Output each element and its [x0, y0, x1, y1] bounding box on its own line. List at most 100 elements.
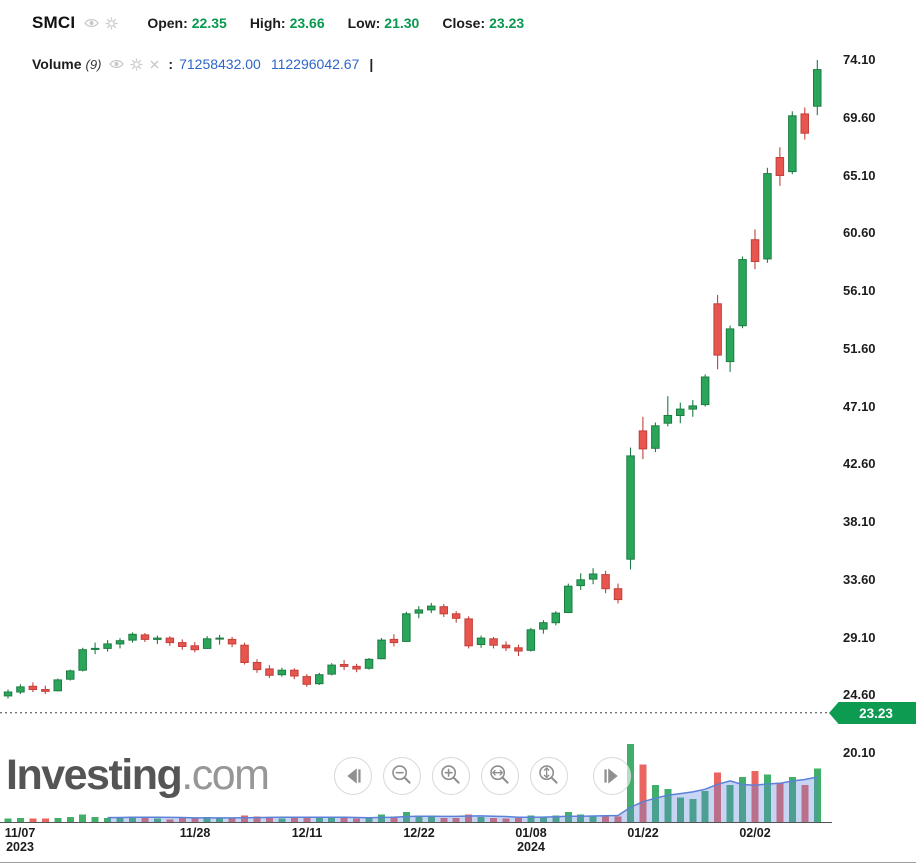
zoom-vertical-button[interactable] — [530, 757, 568, 795]
volume-bar — [676, 797, 684, 822]
volume-bar — [66, 817, 74, 822]
volume-bar — [166, 819, 174, 822]
candle-body — [427, 605, 436, 611]
price-tick-label: 20.10 — [843, 745, 876, 760]
pan-left-button[interactable] — [334, 757, 372, 795]
candle-body — [788, 115, 797, 173]
volume-bar — [589, 815, 597, 822]
candle-body — [476, 637, 486, 645]
volume-bar — [714, 772, 722, 822]
gear-icon[interactable] — [105, 16, 118, 30]
volume-bar — [577, 814, 585, 822]
eye-icon[interactable] — [109, 58, 125, 70]
candle-body — [140, 634, 150, 640]
volume-bar — [726, 785, 734, 822]
volume-bar — [639, 764, 647, 822]
candle-body — [414, 609, 424, 614]
candle-body — [539, 622, 548, 630]
volume-bar — [216, 817, 224, 822]
volume-bar — [651, 785, 659, 822]
zoom-in-button[interactable] — [432, 757, 470, 795]
volume-bar — [390, 816, 398, 822]
volume-bar — [776, 782, 784, 822]
candle-body — [551, 612, 560, 624]
time-tick-label: 11/28 — [179, 826, 211, 840]
volume-ma-value: 112296042.67 — [270, 56, 360, 72]
volume-bar — [452, 817, 460, 822]
chart-toolbar — [334, 757, 631, 795]
indicator-period: (9) — [85, 56, 102, 72]
candle-body — [389, 638, 399, 644]
candle-body — [153, 637, 162, 640]
candle-body — [252, 662, 262, 671]
volume-bar — [813, 768, 821, 822]
candle-body — [315, 674, 324, 685]
volume-pane — [4, 744, 821, 822]
price-tick-label: 42.60 — [843, 456, 876, 471]
pan-right-button[interactable] — [593, 757, 631, 795]
volume-bar — [203, 817, 211, 822]
price-tick-label: 51.60 — [843, 341, 876, 356]
candle-body — [215, 637, 224, 640]
candle-body — [725, 328, 735, 363]
candle-body — [651, 425, 660, 449]
volume-ma-area — [107, 777, 818, 822]
volume-bar — [427, 817, 435, 822]
indicator-colon: : — [168, 56, 174, 72]
close-icon[interactable] — [149, 59, 160, 70]
time-tick-label: 01/22 — [627, 826, 659, 840]
volume-ma-line — [107, 776, 818, 819]
candle-body — [464, 618, 473, 647]
volume-bar — [552, 815, 560, 822]
volume-bar — [664, 789, 672, 822]
volume-bar — [689, 799, 697, 822]
ohlc-high: High: 23.66 — [249, 15, 325, 31]
time-tick-label: 01/08 2024 — [515, 826, 547, 854]
volume-bar — [801, 785, 809, 822]
volume-indicator-legend: Volume (9) : 71258432.00 112296042.67 | — [32, 56, 373, 72]
last-price-badge: 23.23 — [829, 702, 916, 724]
ohlc-close: Close: 23.23 — [442, 15, 525, 31]
candle-body — [265, 668, 274, 676]
time-tick-label: 12/22 — [403, 826, 435, 840]
candle-body — [90, 647, 100, 650]
candle-body — [28, 685, 38, 690]
volume-bar — [477, 817, 485, 822]
volume-bar — [91, 817, 99, 822]
eye-icon[interactable] — [84, 17, 100, 29]
volume-bar — [178, 817, 186, 822]
zoom-out-button[interactable] — [383, 757, 421, 795]
candle-body — [526, 629, 536, 651]
pan-right-icon — [604, 768, 618, 784]
volume-bar — [490, 817, 497, 822]
candle-body — [775, 157, 785, 176]
candle-body — [227, 638, 237, 645]
volume-bar — [141, 817, 149, 822]
candle-body — [800, 113, 809, 134]
candle-body — [302, 676, 311, 685]
volume-bar — [440, 817, 448, 822]
volume-bar — [104, 817, 112, 822]
volume-bar — [564, 812, 572, 822]
zoom-horizontal-button[interactable] — [481, 757, 519, 795]
candle-body — [676, 408, 685, 417]
price-tick-label: 56.10 — [843, 283, 876, 298]
pan-left-icon — [347, 768, 361, 784]
volume-bar — [29, 818, 37, 822]
candle-body — [53, 679, 62, 692]
legend-separator: | — [369, 56, 374, 72]
gear-icon[interactable] — [130, 57, 143, 71]
volume-bar — [465, 814, 473, 822]
volume-bar — [415, 815, 423, 822]
candle-body — [190, 645, 199, 651]
candle-body — [626, 455, 635, 560]
price-tick-label: 74.10 — [843, 52, 876, 67]
volume-bar — [614, 816, 622, 822]
candles — [3, 60, 822, 699]
candle-body — [352, 665, 361, 670]
candle-body — [78, 649, 87, 671]
volume-value: 71258432.00 — [179, 56, 261, 72]
price-tick-label: 38.10 — [843, 514, 876, 529]
